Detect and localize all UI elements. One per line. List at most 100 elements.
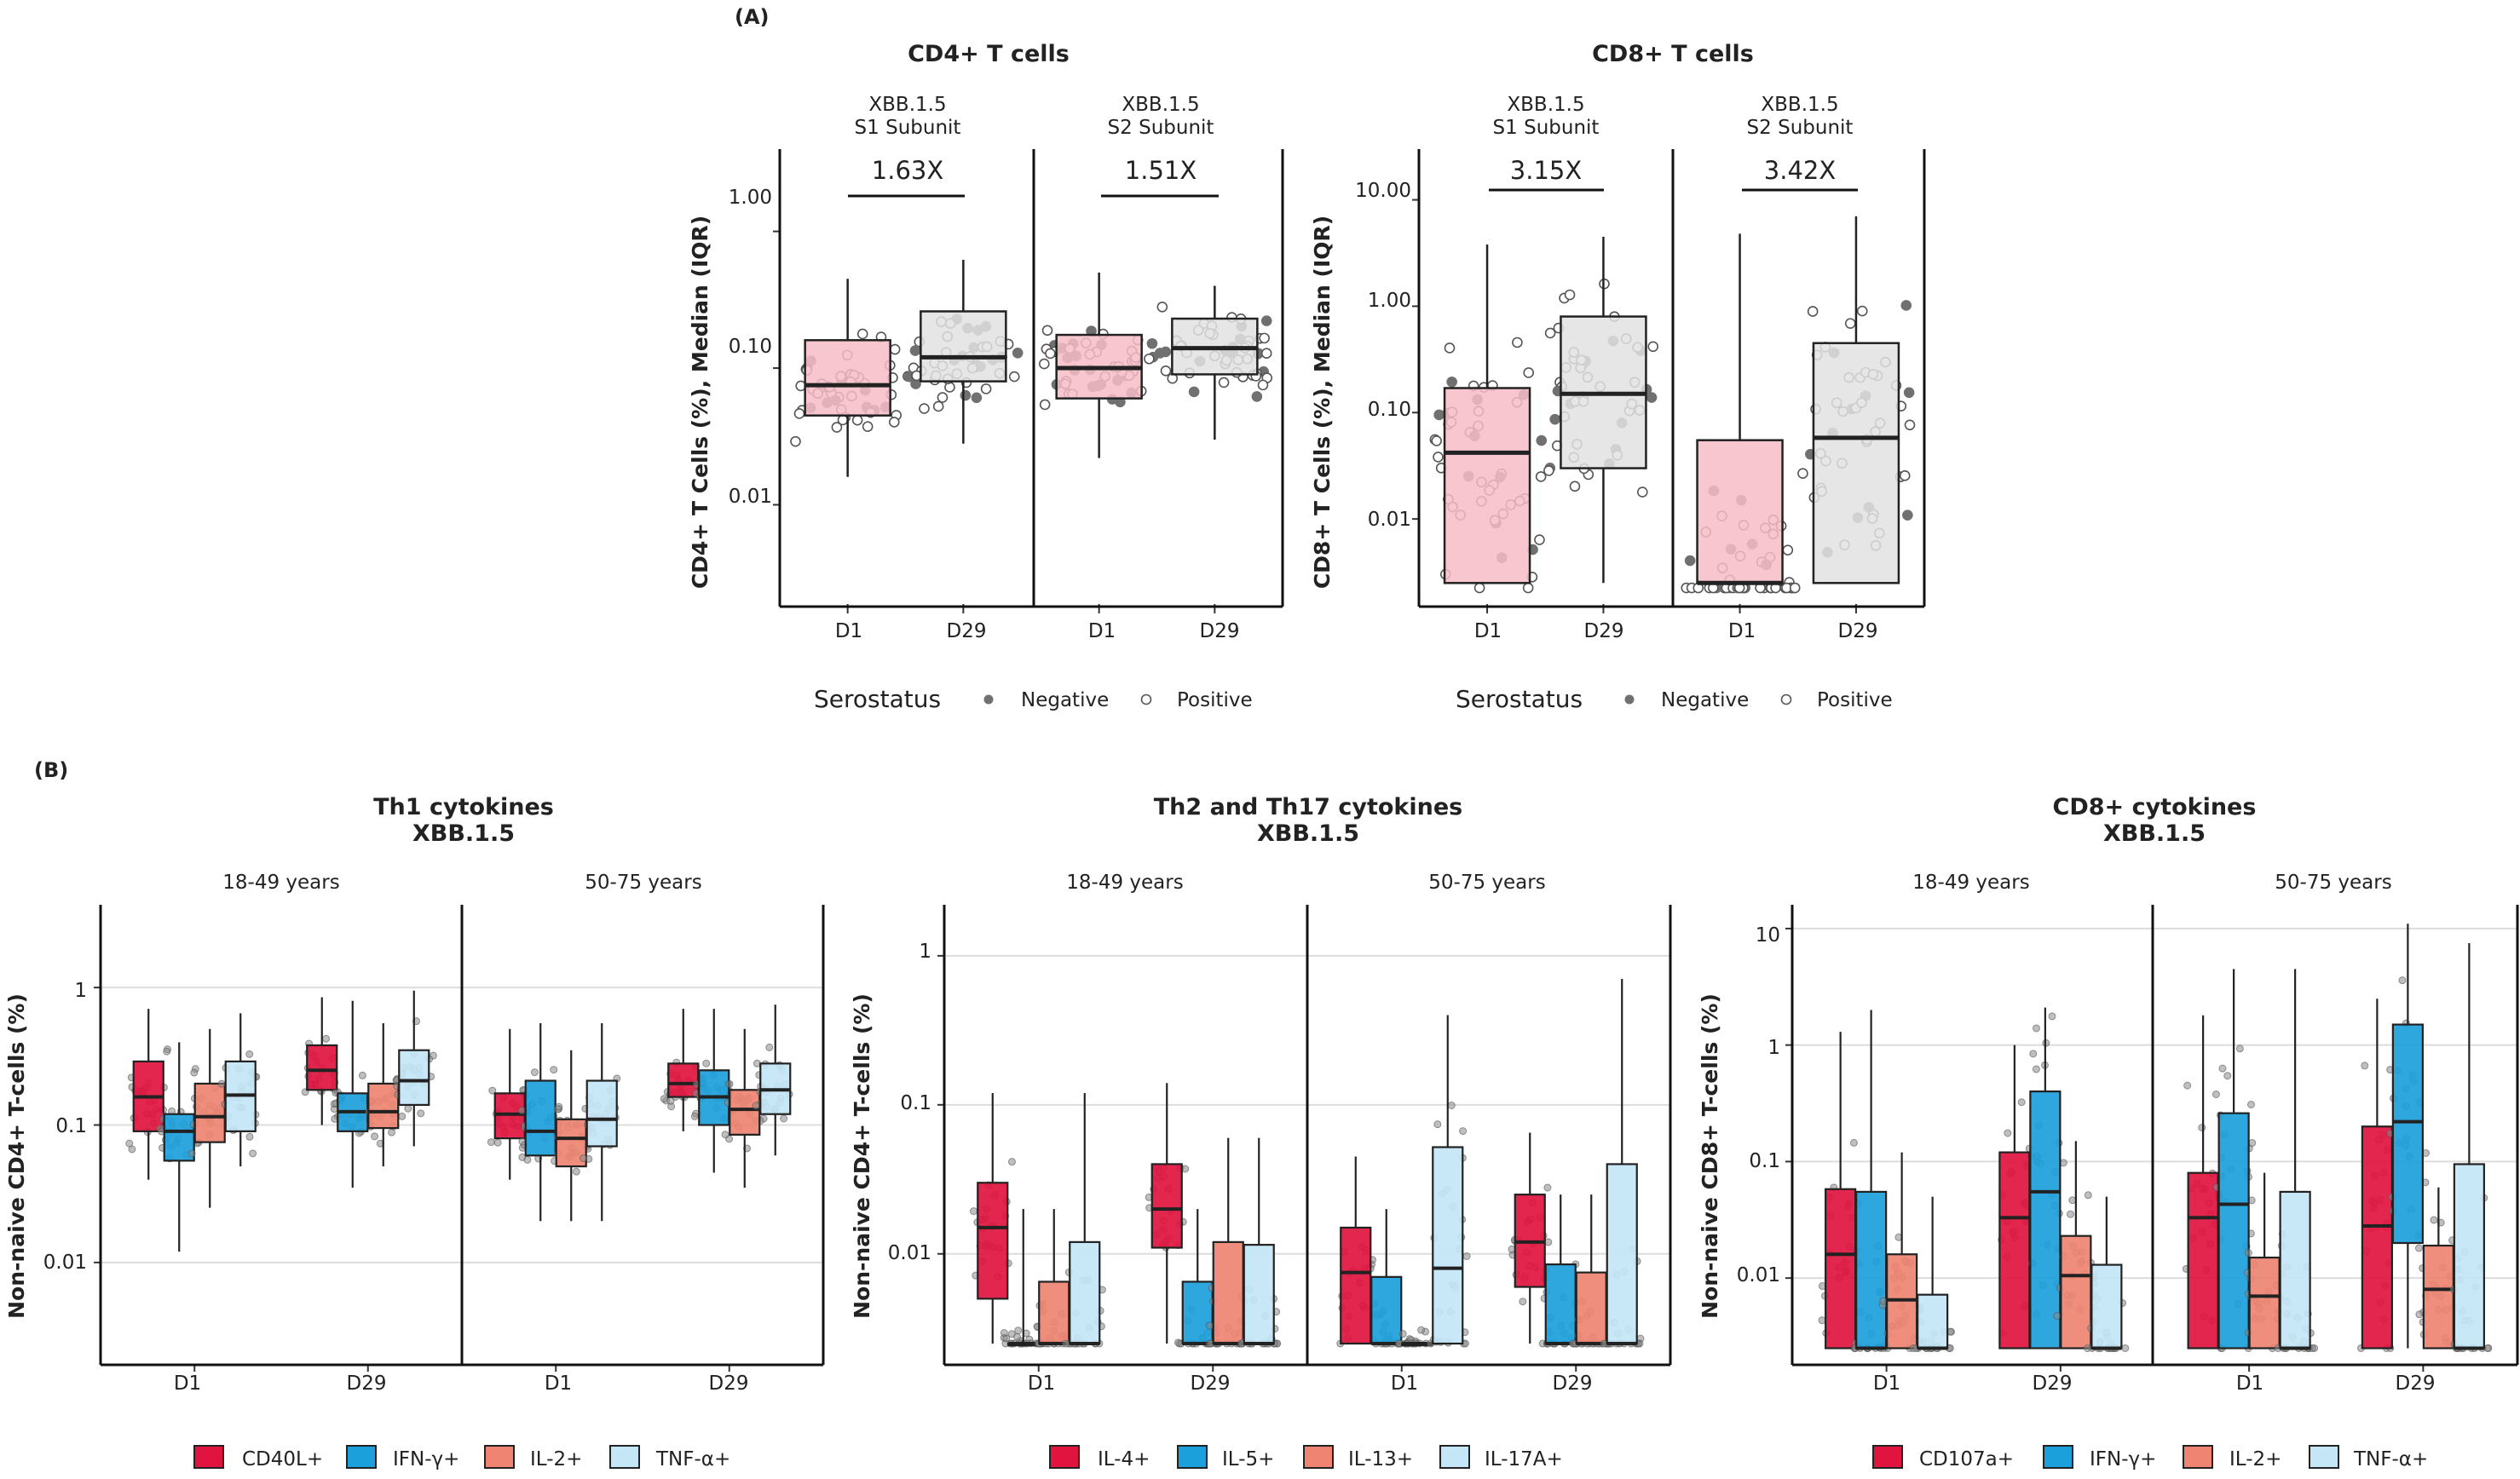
cd4-point-f1-0-0 — [1146, 337, 1158, 349]
cd8-point-f1-0-0 — [1684, 555, 1696, 567]
cd4-facet2-label-line1: XBB.1.5 — [1122, 94, 1199, 116]
th2-legend-key-1 — [1177, 1445, 1208, 1469]
th2-ytick-label-2: 1 — [919, 941, 931, 963]
cd8-point-f1-1-0 — [1904, 419, 1916, 431]
th2-box-f1-g1-s1 — [1544, 1263, 1577, 1345]
cd4-facet2-fold-change: 1.51X — [1125, 156, 1197, 185]
cd8cyt-point-f0-g1-s3-11 — [2121, 1344, 2130, 1352]
th1-box-f1-g1-s2 — [729, 1089, 761, 1136]
cd8-point-f1-1-38 — [1807, 306, 1819, 317]
cd8-point-f1-1-19 — [1899, 470, 1911, 481]
cd8-point-f1-1-27 — [1844, 318, 1856, 329]
th2-box-f0-g1-s3 — [1243, 1244, 1275, 1345]
th1-point-f1-g0-s1-21 — [523, 1155, 532, 1164]
cd4-point-f0-0-38 — [837, 414, 849, 426]
cd4-point-f1-1-43 — [1160, 365, 1172, 377]
cd4-point-f1-1-44 — [1160, 346, 1172, 358]
serostatus-legend-title-2: Serostatus — [1456, 685, 1583, 713]
cd8-box-f0-0 — [1443, 387, 1531, 584]
th1-point-f1-g1-s2-3 — [725, 1079, 734, 1088]
th1-point-f0-g1-s3-20 — [417, 1109, 425, 1118]
th1-point-f1-g0-s2-21 — [555, 1102, 563, 1111]
cd4-point-f0-1-45 — [909, 345, 921, 356]
cd4-x-label-f2-d1: D1 — [1088, 620, 1116, 642]
th2-point-f1-g0-s2-15 — [1398, 1330, 1407, 1338]
th1-point-f0-g0-s3-3 — [245, 1132, 254, 1141]
th1-legend-key-3 — [609, 1445, 640, 1469]
cd8cyt-point-f1-g0-s1-11 — [2246, 1100, 2255, 1108]
th1-ytick-label-1: 0.1 — [55, 1115, 87, 1137]
th2-legend-key-2 — [1303, 1445, 1334, 1469]
cd4-point-f0-1-6 — [971, 392, 983, 404]
cd8cyt-box-f0-g1-s2 — [2060, 1234, 2092, 1350]
cd8cyt-point-f1-g0-s0-1 — [2183, 1081, 2192, 1090]
cd8cyt-legend-label-3: TNF-α+ — [2353, 1448, 2428, 1470]
th2-legend-key-3 — [1439, 1445, 1470, 1469]
th2-point-f1-g0-s3-8 — [1459, 1127, 1468, 1136]
cd8-point-f1-0-32 — [1782, 544, 1794, 555]
th2-box-f1-g0-s0 — [1340, 1226, 1372, 1345]
cd4-facet2-label-line2: S2 Subunit — [1108, 117, 1214, 139]
th1-ytick-label-2: 1 — [74, 980, 87, 1002]
cd4-box-f0-0 — [804, 339, 891, 417]
th1-point-f0-g0-s3-1 — [245, 1050, 254, 1058]
panel-label-b: (B) — [34, 758, 68, 782]
th1-point-f1-g0-s1-8 — [517, 1106, 526, 1114]
cd8-point-f0-1-16 — [1569, 481, 1581, 492]
cd8cyt-point-f0-g0-s2-17 — [1879, 1297, 1888, 1305]
th1-x-label-f1-d1: D1 — [174, 1373, 201, 1395]
th1-x-label-f1-d29: D29 — [347, 1373, 387, 1395]
cd4-point-f0-1-7 — [1008, 371, 1020, 383]
cd8cyt-x-label-f1-d29: D29 — [2033, 1373, 2073, 1395]
cd4-point-f1-1-24 — [1251, 391, 1263, 402]
th1-legend-key-2 — [484, 1445, 515, 1469]
cd8cyt-point-f1-g0-s2-13 — [2244, 1249, 2252, 1257]
serostatus-negative-key-2 — [1624, 694, 1635, 705]
cd8-point-f1-1-16 — [1856, 305, 1868, 317]
cd8cyt-box-f1-g1-s3 — [2453, 1163, 2485, 1350]
cd4-point-f1-0-21 — [1041, 325, 1053, 337]
th2-legend-key-0 — [1049, 1445, 1080, 1469]
cd8cyt-point-f1-g1-s1-7 — [2414, 1244, 2423, 1252]
cd8cyt-legend-key-0 — [1872, 1445, 1903, 1469]
cd8-point-f0-1-29 — [1564, 289, 1576, 301]
cd8cyt-facet2-label: 50-75 years — [2275, 872, 2391, 894]
cd8cyt-box-f1-g1-s1 — [2391, 1023, 2424, 1245]
th1-point-f1-g1-s3-20 — [752, 1102, 760, 1110]
th1-point-f0-g0-s3-19 — [249, 1149, 257, 1158]
cd4-point-f1-1-19 — [1188, 386, 1200, 398]
th1-x-label-f2-d29: D29 — [709, 1373, 749, 1395]
cd8cyt-point-f1-g0-s1-9 — [2235, 1045, 2244, 1053]
serostatus-positive-label-2: Positive — [1817, 689, 1893, 711]
th2-legend-label-1: IL-5+ — [1222, 1448, 1274, 1470]
th1-title-line1: Th1 cytokines — [373, 794, 554, 820]
cd8-facet2-fold-change: 3.42X — [1764, 156, 1836, 185]
th1-point-f1-g0-s2-1 — [572, 1167, 580, 1176]
th2-box-f0-g0-s2 — [1038, 1280, 1070, 1345]
cd8cyt-legend: CD107a+ IFN-γ+ IL-2+ TNF-α+ — [1872, 1445, 2428, 1470]
cd8cyt-point-f0-g1-s1-14 — [2029, 1050, 2038, 1058]
cd8cyt-legend-label-2: IL-2+ — [2229, 1448, 2281, 1470]
cd8-facet1-label-line1: XBB.1.5 — [1507, 94, 1584, 116]
th2-point-f0-g0-s3-21 — [1062, 1339, 1070, 1348]
cd8cyt-facet1-label: 18-49 years — [1912, 872, 2029, 894]
th1-point-f0-g0-s0-13 — [163, 1047, 171, 1056]
th2-x-label-f2-d1: D1 — [1391, 1373, 1418, 1395]
cd8-box-f1-0 — [1696, 439, 1784, 584]
cd8cyt-x-label-f2-d1: D1 — [2236, 1373, 2263, 1395]
cd8-point-f0-0-47 — [1431, 435, 1442, 446]
cd8cyt-box-f1-g0-s0 — [2187, 1171, 2219, 1350]
cd8cyt-point-f0-g0-s0-4 — [1849, 1138, 1858, 1147]
cd8cyt-point-f0-g1-s0-5 — [2017, 1098, 2026, 1107]
cd4-point-f1-0-42 — [1039, 358, 1050, 370]
cd4-x-label-f1-d1: D1 — [835, 620, 862, 642]
cd4-point-f1-1-45 — [1257, 379, 1269, 391]
cd4-point-f0-1-31 — [980, 383, 992, 394]
serostatus-negative-label-1: Negative — [1021, 689, 1109, 711]
th2-box-f0-g0-s3 — [1069, 1240, 1101, 1345]
th1-point-f0-g0-s0-15 — [125, 1139, 134, 1148]
th2-point-f0-g0-s1-18 — [1000, 1329, 1008, 1338]
cd8cyt-box-f1-g1-s0 — [2361, 1125, 2393, 1350]
th1-box-f0-g1-s2 — [367, 1082, 400, 1130]
cd4-point-f1-1-22 — [1259, 332, 1270, 344]
